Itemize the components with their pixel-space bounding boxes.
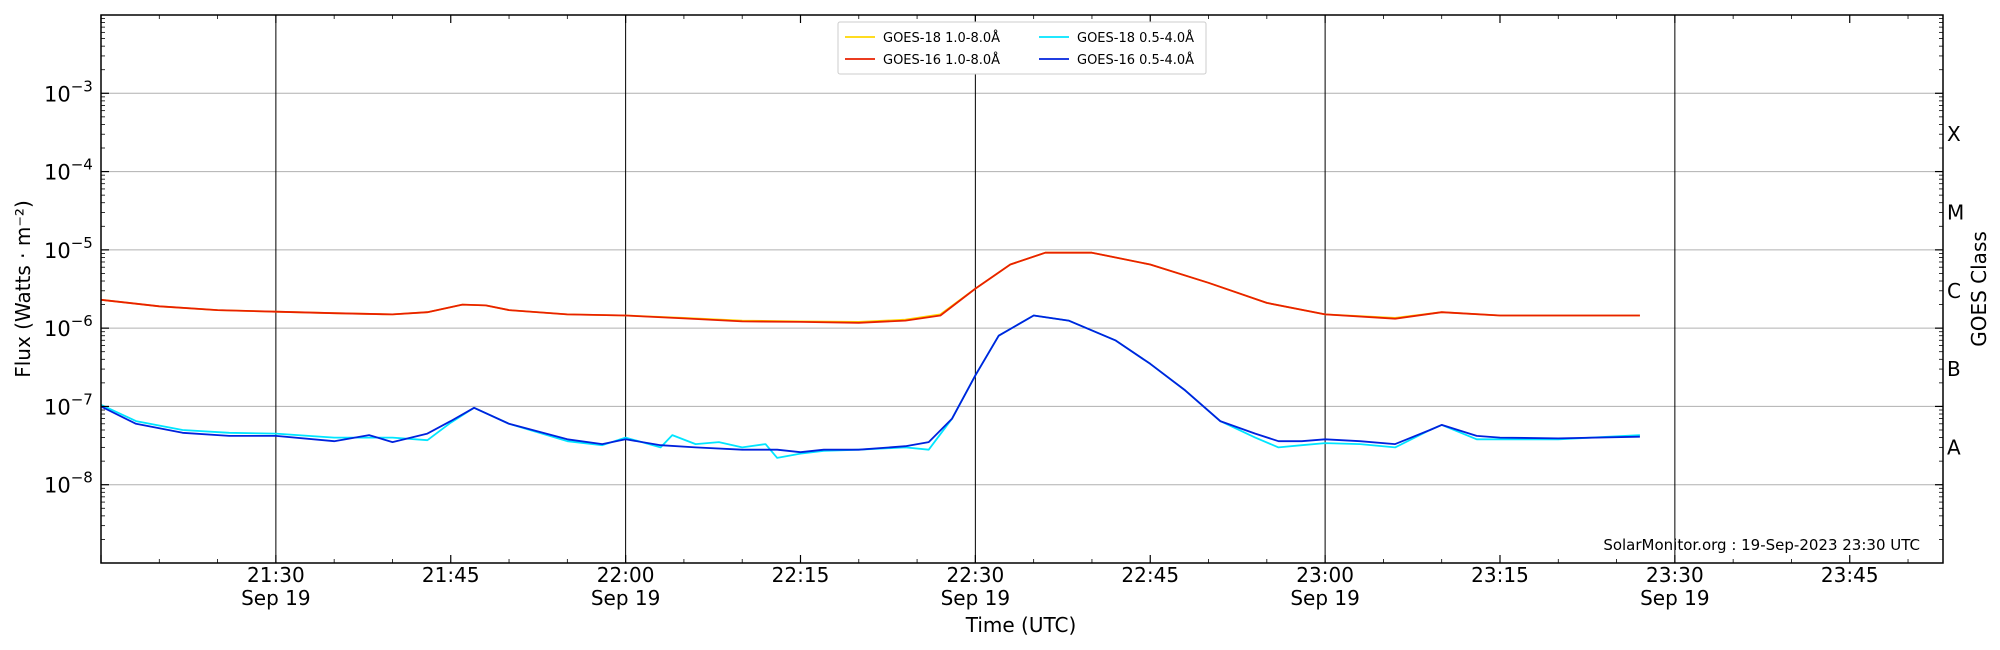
tick-layer bbox=[100, 15, 1943, 563]
x-tick-date-label: Sep 19 bbox=[1640, 586, 1710, 610]
x-tick-label: 22:15 bbox=[772, 563, 830, 587]
legend-box bbox=[837, 21, 1207, 75]
x-tick-date-label: Sep 19 bbox=[241, 586, 311, 610]
goes-class-b-label: B bbox=[1947, 357, 1961, 381]
series-layer bbox=[100, 251, 1640, 459]
goes-class-x-label: X bbox=[1947, 122, 1961, 146]
y-tick-exponent: −7 bbox=[71, 390, 93, 408]
legend: GOES-18 1.0-8.0Å GOES-16 1.0-8.0Å GOES-18 … bbox=[837, 21, 1207, 75]
x-tick-label: 23:30 bbox=[1646, 563, 1704, 587]
y-tick-label: 10−8 bbox=[44, 469, 93, 498]
y-tick-exponent: −5 bbox=[71, 234, 93, 252]
x-tick-date-label: Sep 19 bbox=[591, 586, 661, 610]
series-line bbox=[100, 251, 1640, 324]
grid-layer bbox=[101, 15, 1943, 563]
y-axis-label: Flux (Watts · m⁻²) bbox=[11, 200, 35, 378]
source-annotation: SolarMonitor.org : 19-Sep-2023 23:30 UTC bbox=[1603, 536, 1920, 554]
x-tick-date-label: Sep 19 bbox=[1290, 586, 1360, 610]
x-tick-date-label: Sep 19 bbox=[941, 586, 1011, 610]
x-tick-label: 23:15 bbox=[1471, 563, 1529, 587]
y-tick-label: 10−7 bbox=[44, 390, 93, 419]
series-line bbox=[100, 314, 1640, 454]
x-tick-label: 22:45 bbox=[1121, 563, 1179, 587]
y-tick-label: 10−5 bbox=[44, 234, 93, 263]
y-tick-label: 10−4 bbox=[44, 156, 93, 185]
goes-class-c-label: C bbox=[1947, 279, 1961, 303]
goes-class-a-label: A bbox=[1947, 435, 1961, 459]
plot-frame bbox=[100, 14, 1944, 564]
x-tick-label: 23:45 bbox=[1821, 563, 1879, 587]
goes-class-axis-label: GOES Class bbox=[1967, 231, 1991, 347]
goes-class-labels: A B C M X bbox=[1947, 122, 1964, 459]
y-tick-label: 10−6 bbox=[44, 312, 93, 341]
legend-label: GOES-18 0.5-4.0Å bbox=[1077, 30, 1194, 46]
legend-label: GOES-18 1.0-8.0Å bbox=[883, 30, 1000, 46]
y-tick-exponent: −4 bbox=[71, 156, 93, 174]
legend-label: GOES-16 1.0-8.0Å bbox=[883, 52, 1000, 68]
x-tick-label: 22:00 bbox=[597, 563, 655, 587]
series-line bbox=[100, 314, 1640, 459]
y-tick-labels: 10−8 10−7 10−6 10−5 10−4 10−3 bbox=[44, 77, 93, 497]
series-line bbox=[100, 251, 1640, 323]
y-tick-exponent: −6 bbox=[71, 312, 93, 330]
y-tick-exponent: −8 bbox=[71, 469, 93, 487]
y-tick-exponent: −3 bbox=[71, 77, 93, 95]
goes-class-m-label: M bbox=[1947, 201, 1964, 225]
x-tick-label: 23:00 bbox=[1296, 563, 1354, 587]
y-tick-label: 10−3 bbox=[44, 77, 93, 106]
x-tick-label: 21:45 bbox=[422, 563, 480, 587]
x-axis-label: Time (UTC) bbox=[965, 613, 1077, 637]
x-tick-label: 21:30 bbox=[247, 563, 305, 587]
x-tick-label: 22:30 bbox=[947, 563, 1005, 587]
legend-label: GOES-16 0.5-4.0Å bbox=[1077, 52, 1194, 68]
